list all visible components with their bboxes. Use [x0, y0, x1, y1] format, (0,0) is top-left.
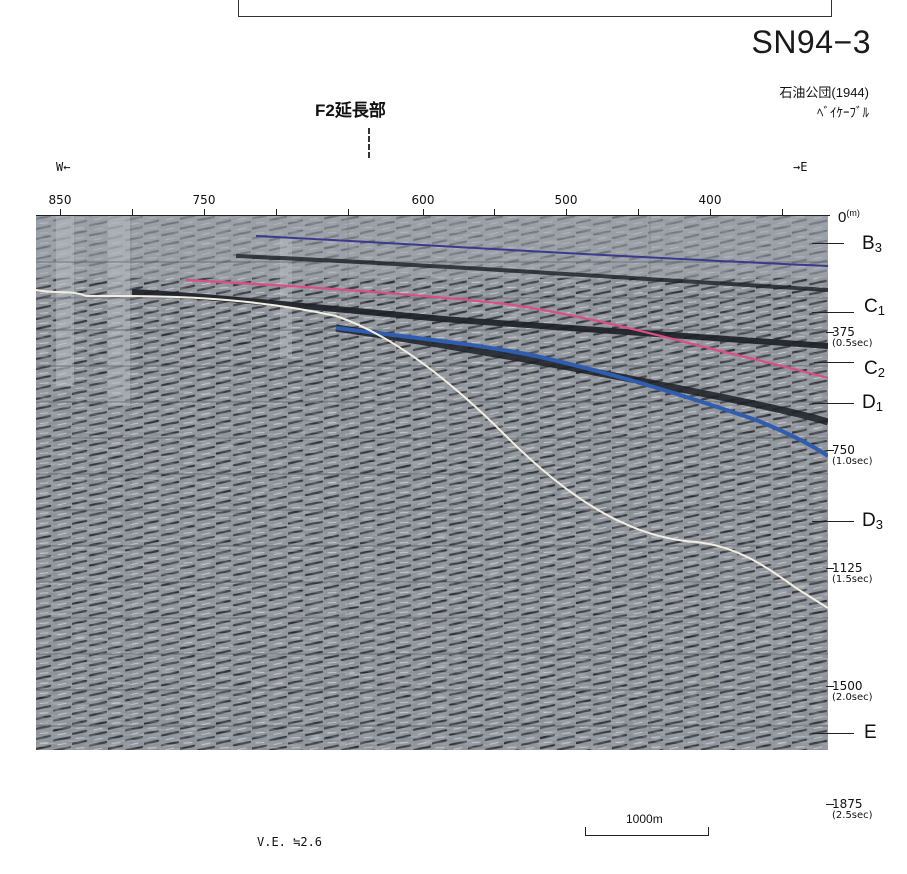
profile-title: SN94−3	[751, 24, 871, 60]
x-tick-mark	[348, 209, 349, 216]
depth-tick-mark	[826, 686, 834, 687]
x-tick-label: 750	[192, 193, 216, 207]
depth-value: 375	[832, 325, 855, 339]
scale-bar	[585, 827, 709, 836]
layer-main: C	[864, 358, 878, 379]
layer-main: B	[862, 233, 875, 254]
layer-label-d3: D3	[862, 510, 883, 532]
layer-sub: 3	[874, 240, 882, 255]
x-tick-mark	[638, 209, 639, 216]
layer-main: E	[864, 722, 877, 743]
layer-sub: 1	[875, 399, 883, 414]
west-direction: W←	[56, 160, 71, 174]
depth-time: (1.5sec)	[832, 574, 873, 585]
x-tick-mark	[276, 209, 277, 216]
depth-unit: (m)	[846, 208, 860, 218]
depth-time: (2.5sec)	[832, 810, 873, 821]
layer-sub: 3	[875, 517, 883, 532]
layer-label-e: E	[864, 722, 877, 744]
x-tick-mark	[204, 209, 205, 216]
layer-main: D	[862, 392, 876, 413]
layer-leader	[812, 733, 854, 734]
layer-label-c2: C2	[864, 358, 885, 380]
scale-label: 1000m	[626, 812, 663, 826]
depth-value: 1875	[832, 797, 863, 811]
fault-label: F2延長部	[315, 101, 386, 120]
x-tick-mark	[566, 209, 567, 216]
depth-tick: 1500 (2.0sec)	[832, 680, 873, 704]
layer-sub: 1	[877, 303, 885, 318]
x-tick-mark	[60, 209, 61, 216]
depth-tick-mark	[826, 804, 834, 805]
depth-value: 1500	[832, 679, 863, 693]
x-tick-label: 850	[48, 193, 72, 207]
x-tick-mark	[782, 209, 783, 216]
layer-leader	[812, 243, 844, 244]
depth-tick: 1875 (2.5sec)	[832, 798, 873, 822]
horizon-pink	[185, 278, 828, 380]
depth-tick-mark	[826, 568, 834, 569]
x-tick-mark	[132, 209, 133, 216]
depth-value: 1125	[832, 561, 863, 575]
fault-marker	[368, 128, 370, 158]
east-direction: →E	[793, 160, 808, 174]
x-tick-label: 400	[698, 193, 722, 207]
top-frame-box	[238, 0, 832, 17]
depth-tick: 750 (1.0sec)	[832, 444, 873, 468]
x-tick-mark	[710, 209, 711, 216]
x-tick-mark	[494, 209, 495, 216]
depth-tick: 1125 (1.5sec)	[832, 562, 873, 586]
layer-main: C	[864, 296, 878, 317]
layer-leader	[812, 521, 854, 522]
depth-tick-mark	[826, 332, 834, 333]
layer-leader	[814, 362, 854, 363]
horizon-blue	[335, 326, 828, 458]
depth-time: (1.0sec)	[832, 456, 873, 467]
reflector-band	[131, 289, 828, 349]
depth-tick-mark	[826, 450, 834, 451]
reflector-band	[235, 254, 828, 292]
layer-leader	[812, 403, 854, 404]
x-tick-label: 600	[411, 193, 435, 207]
layer-leader	[812, 312, 854, 313]
depth-time: (2.0sec)	[832, 692, 873, 703]
depth-time: (0.5sec)	[832, 338, 873, 349]
x-tick-label: 500	[554, 193, 578, 207]
depth-tick: 375 (0.5sec)	[832, 326, 873, 350]
layer-label-c1: C1	[864, 296, 885, 318]
depth-value: 750	[832, 443, 855, 457]
vertical-exaggeration: V.E. ≒2.6	[257, 835, 323, 849]
seismic-section	[36, 216, 828, 750]
layer-sub: 2	[877, 365, 885, 380]
source-line-1: 石油公団(1944)	[779, 85, 869, 100]
layer-label-b3: B3	[862, 233, 882, 255]
layer-main: D	[862, 510, 876, 531]
x-tick-mark	[423, 209, 424, 216]
fault-line	[36, 289, 828, 609]
depth-zero: 0	[838, 209, 847, 226]
layer-label-d1: D1	[862, 392, 883, 414]
horizon-purple	[255, 235, 828, 267]
top-axis-line	[36, 215, 830, 216]
depth-zero-label: 0(m)	[838, 208, 860, 226]
source-line-2: ﾍﾞｲｹｰﾌﾞﾙ	[817, 105, 869, 120]
